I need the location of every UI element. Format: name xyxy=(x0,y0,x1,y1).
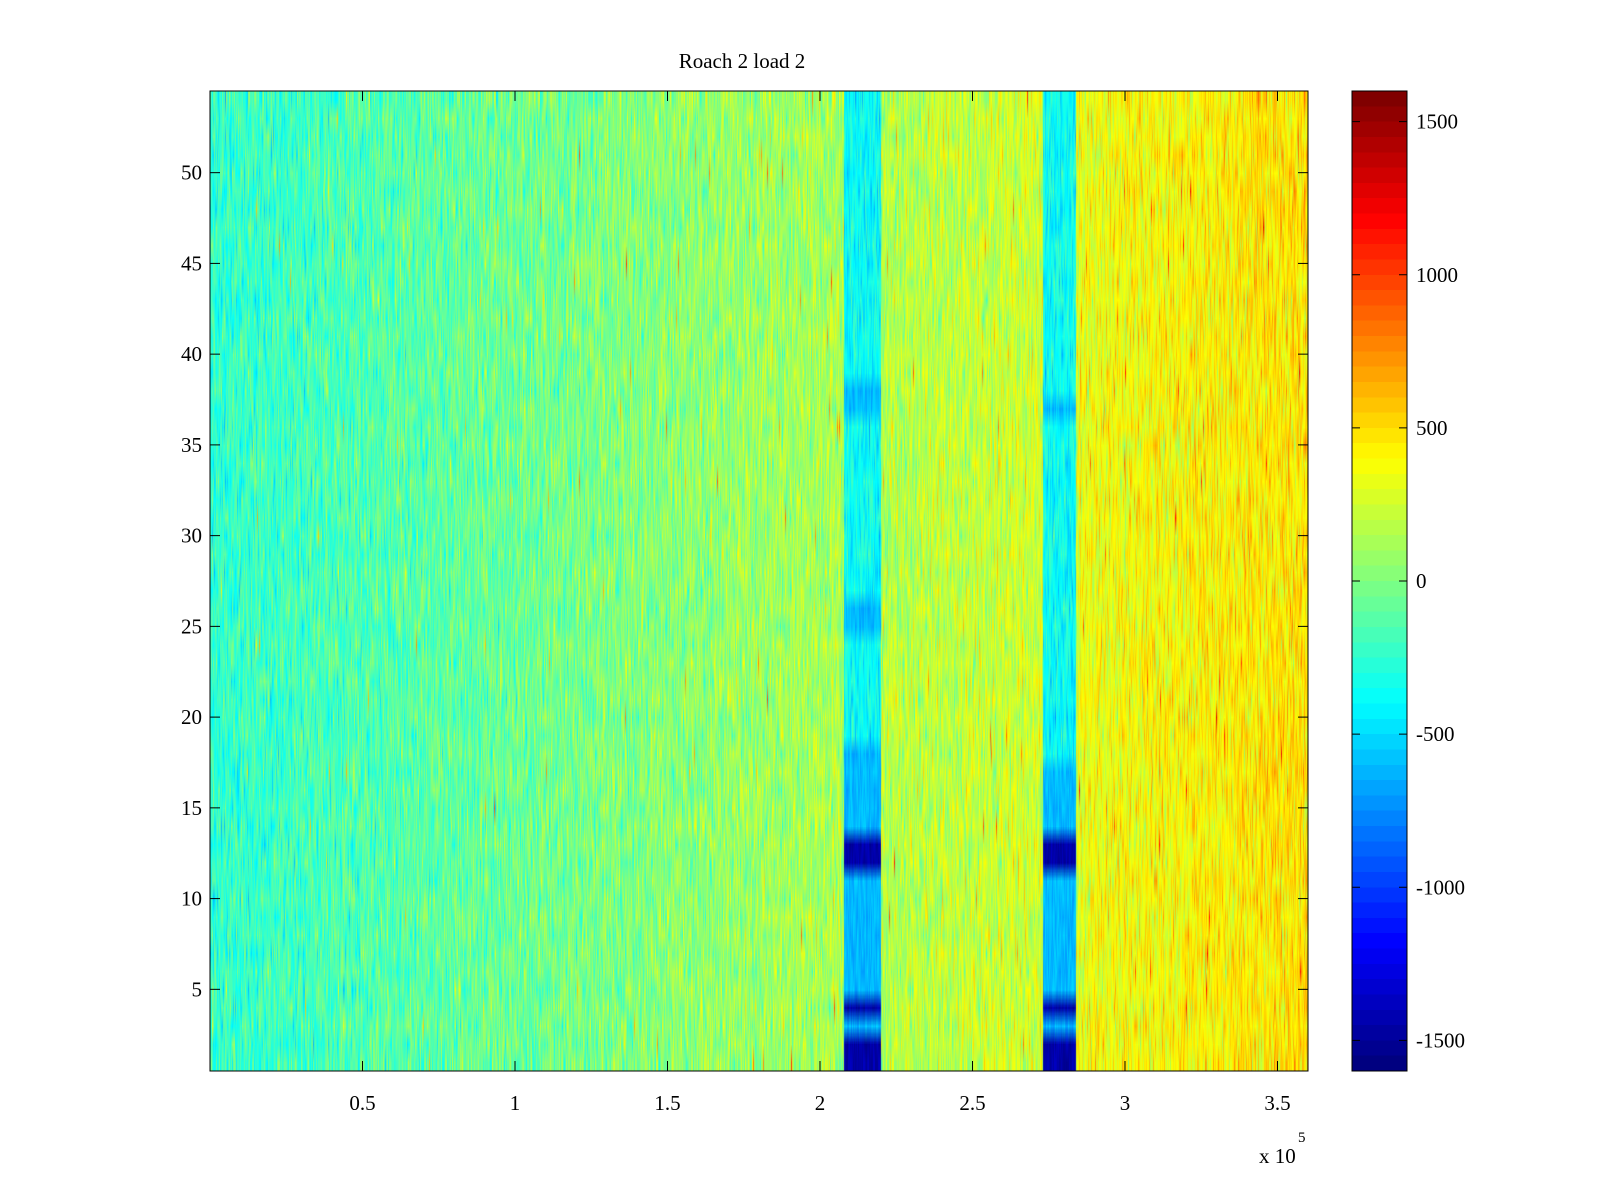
y-tick-label: 35 xyxy=(181,433,202,457)
x-axis: 0.5 1 1.5 2 2.5 3 3.5 xyxy=(349,91,1291,1115)
colorbar-tick-label: -500 xyxy=(1416,722,1455,746)
x-tick-label: 3 xyxy=(1120,1091,1131,1115)
y-tick-label: 5 xyxy=(192,977,203,1001)
y-tick-label: 25 xyxy=(181,614,202,638)
heatmap-area xyxy=(210,91,1308,1071)
colorbar: 1500 1000 500 0 -500 -1000 -1500 xyxy=(1351,90,1465,1072)
colorbar-tick-label: -1500 xyxy=(1416,1028,1465,1052)
colorbar-tick-label: 500 xyxy=(1416,416,1448,440)
y-tick-label: 45 xyxy=(181,251,202,275)
x-tick-label: 0.5 xyxy=(349,1091,375,1115)
y-tick-label: 15 xyxy=(181,796,202,820)
colorbar-tick-label: 1500 xyxy=(1416,110,1458,134)
y-axis: 5 10 15 20 25 30 35 40 45 50 xyxy=(181,161,1308,1001)
colorbar-gradient xyxy=(1352,91,1407,1071)
x-exponent-power: 5 xyxy=(1298,1130,1306,1146)
y-tick-label: 50 xyxy=(181,161,202,185)
chart-title: Roach 2 load 2 xyxy=(679,49,806,73)
y-tick-label: 10 xyxy=(181,887,202,911)
x-tick-label: 1.5 xyxy=(654,1091,680,1115)
y-tick-label: 30 xyxy=(181,524,202,548)
colorbar-tick-label: 0 xyxy=(1416,569,1427,593)
y-tick-label: 40 xyxy=(181,342,202,366)
colorbar-tick-label: 1000 xyxy=(1416,263,1458,287)
x-tick-label: 2 xyxy=(815,1091,826,1115)
colorbar-tick-label: -1000 xyxy=(1416,875,1465,899)
plot-frame xyxy=(209,90,1309,1072)
colorbar-axis: 1500 1000 500 0 -500 -1000 -1500 xyxy=(1352,110,1465,1052)
x-exponent-label: x 10 5 xyxy=(1259,1130,1306,1168)
y-tick-label: 20 xyxy=(181,705,202,729)
x-tick-label: 3.5 xyxy=(1264,1091,1290,1115)
x-tick-label: 1 xyxy=(510,1091,521,1115)
x-exponent-base: x 10 xyxy=(1259,1144,1296,1168)
x-tick-label: 2.5 xyxy=(959,1091,985,1115)
heatmap-image xyxy=(210,91,1308,1071)
